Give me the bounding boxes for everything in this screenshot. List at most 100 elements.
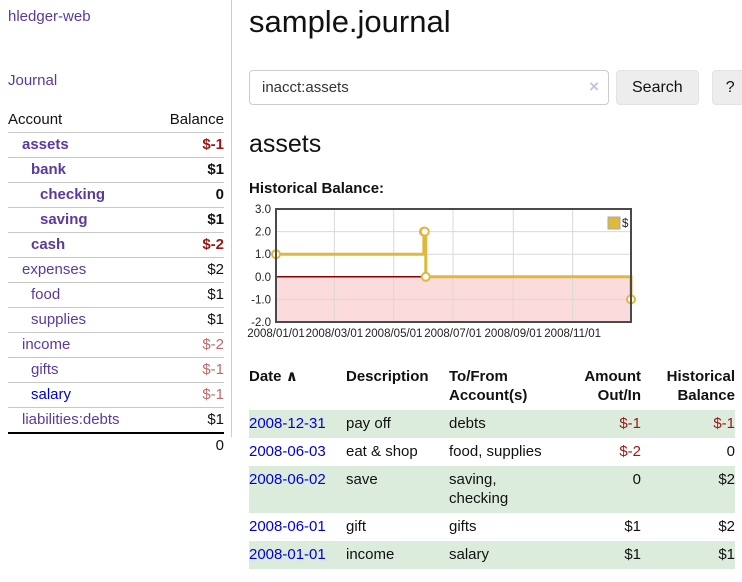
y-axis-tick-label: -1.0	[251, 294, 271, 306]
register-date-cell: 2008-12-31	[249, 410, 346, 438]
search-bar: × Search ?	[249, 70, 742, 105]
x-axis-tick-label: 2008/09/01	[485, 328, 543, 340]
search-input[interactable]	[249, 70, 609, 105]
register-date-link[interactable]: 2008-06-03	[249, 443, 326, 460]
sort-ascending-icon: ∧	[285, 368, 298, 385]
register-description-cell: save	[346, 471, 378, 488]
accounts-header-account: Account	[8, 111, 63, 128]
account-row: supplies $1	[8, 307, 224, 332]
sidebar-account-link[interactable]: saving	[40, 211, 88, 228]
account-balance: $-2	[202, 236, 224, 253]
table-row: 2008-06-02 save saving, checking 0 $2	[249, 466, 735, 513]
accounts-total: 0	[8, 432, 224, 458]
account-row: salary $-1	[8, 382, 224, 407]
register-balance-cell: $2	[641, 513, 735, 541]
account-row: cash $-2	[8, 232, 224, 257]
table-row: 2008-12-31 pay off debts $-1 $-1	[249, 410, 735, 438]
clear-search-icon[interactable]: ×	[589, 77, 599, 96]
table-row: 2008-01-01 income salary $1 $1	[249, 541, 735, 569]
main-content: sample.journal × Search ? assets Histori…	[232, 0, 742, 582]
sidebar-item-journal[interactable]: Journal	[8, 72, 58, 89]
register-date-cell: 2008-06-02	[249, 466, 346, 513]
register-balance-cell: $-1	[641, 410, 735, 438]
register-amount-cell: $-2	[561, 438, 641, 466]
sidebar-account-link[interactable]: income	[22, 336, 71, 353]
register-balance-cell: $2	[641, 466, 735, 513]
column-header-accounts: To/From Account(s)	[449, 368, 528, 404]
register-accounts-cell: saving, checking	[449, 471, 509, 507]
balance-value: $2	[718, 471, 735, 488]
account-balance: $1	[207, 286, 224, 303]
amount-value: $1	[624, 546, 641, 563]
sidebar-account-link[interactable]: food	[31, 286, 61, 303]
sidebar-account-link[interactable]: gifts	[31, 361, 59, 378]
register-date-link[interactable]: 2008-12-31	[249, 415, 326, 432]
y-axis-tick-label: -2.0	[251, 317, 271, 329]
legend-label: $	[622, 218, 629, 230]
column-header-description: Description	[346, 368, 429, 385]
help-button[interactable]: ?	[711, 70, 742, 105]
y-axis-tick-label: 3.0	[255, 204, 271, 216]
amount-value: $-2	[619, 443, 641, 460]
register-description-cell: income	[346, 546, 395, 563]
account-row: saving $1	[8, 207, 224, 232]
sidebar-account-link[interactable]: bank	[31, 161, 67, 178]
column-header-balance: Historical Balance	[666, 368, 735, 404]
register-date-link[interactable]: 2008-01-01	[249, 546, 326, 563]
accounts-table-header: Account Balance	[8, 108, 224, 132]
register-description-cell: pay off	[346, 415, 391, 432]
x-axis-tick-label: 2008/01/01	[247, 328, 305, 340]
account-balance: $-1	[202, 386, 224, 403]
amount-value: $1	[624, 518, 641, 535]
register-accounts-cell: debts	[449, 415, 486, 432]
sidebar-account-link[interactable]: expenses	[22, 261, 87, 278]
column-header-date[interactable]: Date ∧	[249, 368, 298, 385]
register-accounts-cell: salary	[449, 546, 490, 563]
x-axis-tick-label: 2008/07/01	[424, 328, 482, 340]
y-axis-tick-label: 2.0	[255, 227, 271, 239]
sidebar-account-link[interactable]: assets	[22, 136, 69, 153]
register-description-cell: eat & shop	[346, 443, 418, 460]
x-axis-tick-label: 2008/05/01	[365, 328, 423, 340]
account-balance: $1	[207, 411, 224, 428]
sidebar: hledger-web Journal Account Balance asse…	[0, 0, 232, 454]
search-button[interactable]: Search	[616, 70, 699, 105]
account-row: gifts $-1	[8, 357, 224, 382]
legend-swatch	[607, 216, 621, 230]
account-row: checking 0	[8, 182, 224, 207]
chart-label: Historical Balance:	[249, 180, 385, 197]
data-point-marker[interactable]	[420, 271, 431, 282]
sidebar-account-link[interactable]: cash	[31, 236, 66, 253]
register-date-cell: 2008-06-01	[249, 513, 346, 541]
table-row: 2008-06-01 gift gifts $1 $2	[249, 513, 735, 541]
account-row: assets $-1	[8, 132, 224, 157]
account-balance: $1	[207, 311, 224, 328]
sidebar-account-link[interactable]: liabilities:debts	[22, 411, 120, 428]
register-accounts-cell: food, supplies	[449, 443, 542, 460]
account-row: expenses $2	[8, 257, 224, 282]
sidebar-account-link[interactable]: salary	[31, 386, 72, 403]
account-balance: $-1	[202, 136, 224, 153]
register-date-link[interactable]: 2008-06-02	[249, 471, 326, 488]
register-amount-cell: 0	[561, 466, 641, 513]
account-balance: 0	[215, 186, 224, 203]
sidebar-account-link[interactable]: supplies	[31, 311, 87, 328]
data-point-marker[interactable]	[419, 226, 430, 237]
page-title: sample.journal	[249, 4, 451, 39]
register-amount-cell: $-1	[561, 410, 641, 438]
register-date-link[interactable]: 2008-06-01	[249, 518, 326, 535]
amount-value: 0	[632, 471, 641, 488]
app-brand-link[interactable]: hledger-web	[8, 8, 91, 25]
register-accounts-cell: gifts	[449, 518, 477, 535]
table-row: 2008-06-03 eat & shop food, supplies $-2 0	[249, 438, 735, 466]
account-balance: $-2	[202, 336, 224, 353]
account-row: bank $1	[8, 157, 224, 182]
register-balance-cell: 0	[641, 438, 735, 466]
account-balance: $-1	[202, 361, 224, 378]
account-title: assets	[249, 130, 322, 158]
y-axis-tick-label: 1.0	[255, 249, 271, 261]
register-date-cell: 2008-06-03	[249, 438, 346, 466]
account-row: liabilities:debts $1	[8, 407, 224, 432]
sidebar-account-link[interactable]: checking	[40, 186, 106, 203]
